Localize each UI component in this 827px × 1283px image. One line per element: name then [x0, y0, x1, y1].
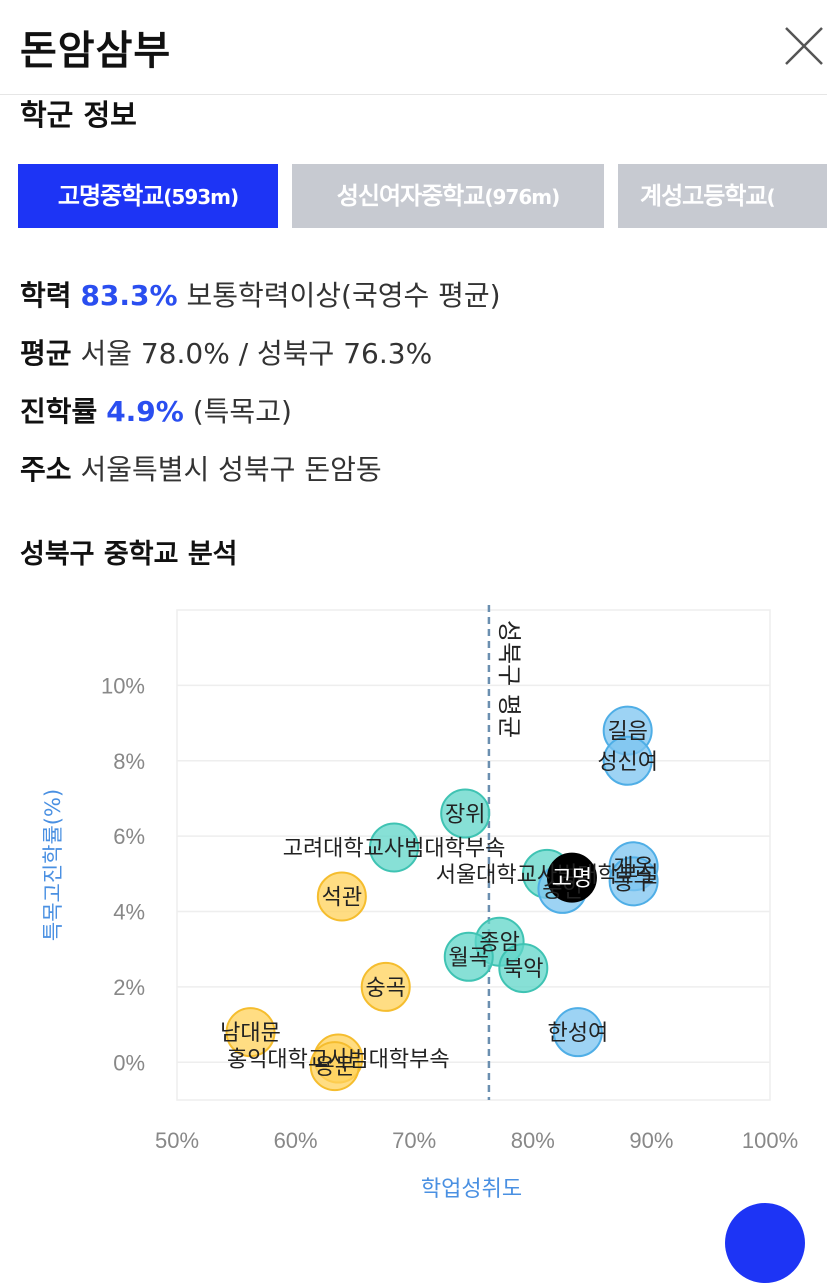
tab-distance: (976m): [484, 185, 560, 209]
advance-label: 진학률: [20, 395, 98, 428]
y-tick-label: 4%: [113, 900, 145, 925]
tab-distance: (593m): [163, 185, 239, 209]
y-tick-label: 2%: [113, 975, 145, 1000]
data-point-label: 고려대학교사범대학부속: [283, 836, 506, 861]
data-point-label: 월곡: [449, 946, 489, 971]
data-point-label: 서울대학교사범대학부설: [436, 863, 659, 888]
address-label: 주소: [20, 453, 72, 486]
data-point-label: 남대문: [220, 1021, 281, 1046]
average-text: 서울 78.0% / 성북구 76.3%: [80, 337, 433, 370]
reference-line-label: 성북구 평균: [495, 620, 523, 738]
data-point-label: 길음: [607, 720, 647, 745]
x-tick-label: 100%: [742, 1128, 798, 1153]
tab-label: 성신여자중학교: [336, 182, 486, 210]
data-point[interactable]: [225, 1007, 276, 1058]
data-point-label: 숭인: [542, 878, 582, 903]
advance-value: 4.9%: [106, 395, 184, 428]
data-point[interactable]: [369, 822, 420, 873]
data-point[interactable]: [498, 943, 549, 994]
data-point[interactable]: [602, 735, 653, 786]
academic-value: 83.3%: [80, 279, 178, 312]
y-tick-label: 0%: [113, 1050, 145, 1075]
close-icon[interactable]: [780, 22, 827, 70]
school-tabs: 고명중학교(593m) 성신여자중학교(976m) 계성고등학교(: [18, 164, 827, 228]
data-point[interactable]: [440, 788, 491, 839]
tab-school-3[interactable]: 계성고등학교(: [618, 164, 827, 228]
data-point[interactable]: [443, 931, 494, 982]
tab-label: 계성고등학교: [640, 182, 767, 210]
y-tick-label: 10%: [101, 673, 145, 698]
average-row: 평균 서울 78.0% / 성북구 76.3%: [20, 332, 432, 372]
address-row: 주소 서울특별시 성북구 돈암동: [20, 448, 382, 488]
x-tick-label: 50%: [155, 1128, 199, 1153]
scatter-chart: 0% 2% 4% 6% 8% 10% 50% 60% 70% 80% 90% 100% 학업성취도 특목고…: [41, 605, 798, 1202]
tab-label: 고명중학교: [57, 182, 164, 210]
data-point-label: 석관: [322, 885, 362, 910]
y-tick-label: 6%: [113, 824, 145, 849]
data-point-label: 장위: [445, 803, 485, 828]
data-point-label: 개운: [613, 855, 653, 880]
x-axis-title: 학업성취도: [421, 1177, 522, 1202]
advance-desc: (특목고): [192, 395, 292, 428]
address-text: 서울특별시 성북구 돈암동: [80, 453, 382, 486]
y-axis-title: 특목고진학률(%): [41, 789, 65, 941]
data-point-label: 동구: [613, 870, 653, 895]
tab-school-1[interactable]: 고명중학교(593m): [18, 164, 278, 228]
academic-row: 학력 83.3% 보통학력이상(국영수 평균): [20, 274, 501, 314]
x-tick-label: 60%: [274, 1128, 318, 1153]
school-info-title: 학군 정보: [20, 98, 137, 132]
data-point-label: 종암: [479, 931, 519, 956]
x-tick-label: 90%: [629, 1128, 673, 1153]
data-point-label: 북악: [503, 957, 543, 982]
data-point[interactable]: [360, 961, 411, 1012]
data-point-label: 성신여: [597, 750, 658, 775]
data-point[interactable]: [552, 1007, 603, 1058]
data-point-label: 용문: [314, 1055, 354, 1080]
data-point-label: 숭곡: [365, 976, 405, 1001]
data-point-label: 고명: [552, 867, 592, 892]
floating-action-button[interactable]: [725, 1203, 805, 1283]
academic-desc: 보통학력이상(국영수 평균): [186, 279, 501, 312]
data-point[interactable]: [316, 871, 367, 922]
plot-area: [176, 609, 771, 1101]
x-tick-label: 70%: [392, 1128, 436, 1153]
data-point-label: 홍익대학교사범대학부속: [227, 1048, 450, 1073]
analysis-title: 성북구 중학교 분석: [20, 539, 238, 570]
average-label: 평균: [20, 337, 72, 370]
data-point-label: 한성여: [548, 1021, 609, 1046]
y-tick-label: 8%: [113, 749, 145, 774]
advance-row: 진학률 4.9% (특목고): [20, 390, 292, 430]
data-point[interactable]: [309, 1041, 360, 1092]
tab-school-2[interactable]: 성신여자중학교(976m): [292, 164, 604, 228]
academic-label: 학력: [20, 279, 72, 312]
tab-distance: (: [766, 185, 775, 209]
x-tick-label: 80%: [511, 1128, 555, 1153]
data-point[interactable]: [608, 856, 659, 907]
page-header: 돈암삼부: [0, 0, 827, 95]
data-point[interactable]: [546, 852, 597, 903]
page-title: 돈암삼부: [20, 28, 172, 74]
